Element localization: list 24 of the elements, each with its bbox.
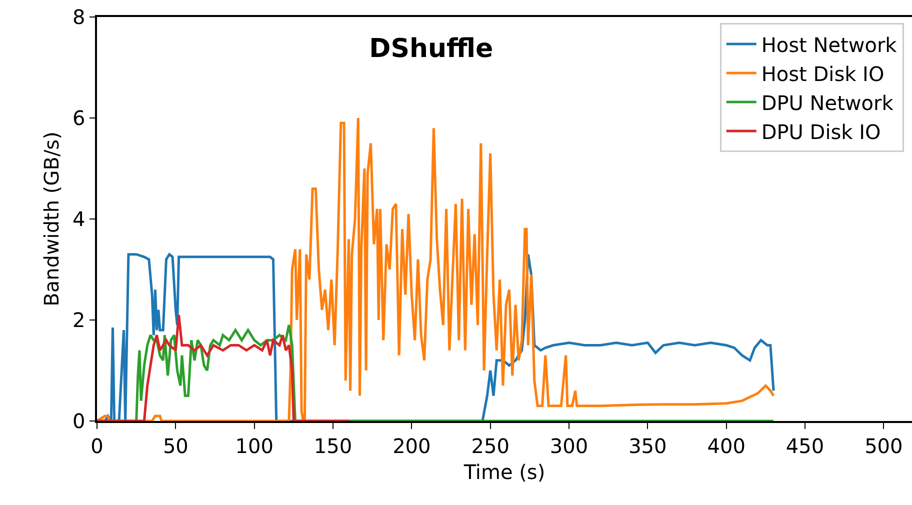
y-axis-title: Bandwidth (GB/s) bbox=[40, 132, 64, 306]
x-tick-label: 250 bbox=[471, 434, 510, 458]
x-tick-label: 500 bbox=[864, 434, 903, 458]
y-tick-label: 4 bbox=[72, 207, 86, 231]
x-tick-label: 150 bbox=[314, 434, 352, 458]
x-tick-label: 350 bbox=[628, 434, 667, 458]
legend-label: Host Network bbox=[761, 32, 898, 57]
legend-label: DPU Disk IO bbox=[761, 120, 881, 144]
text: DShuffle bbox=[369, 34, 494, 64]
x-tick-label: 450 bbox=[786, 434, 824, 458]
y-tick-label: 2 bbox=[72, 308, 86, 332]
x-tick-label: 50 bbox=[162, 434, 188, 458]
x-tick-label: 200 bbox=[392, 434, 431, 458]
y-tick-label: 6 bbox=[72, 106, 86, 130]
y-tick-label: 0 bbox=[72, 409, 86, 433]
x-axis-title: Time (s) bbox=[462, 460, 546, 484]
x-tick-label: 0 bbox=[90, 434, 104, 458]
line-series bbox=[97, 314, 350, 421]
legend-label: Host Disk IO bbox=[761, 62, 884, 86]
y-tick-label: 8 bbox=[72, 5, 86, 29]
x-tick-label: 300 bbox=[550, 434, 588, 458]
x-tick-label: 100 bbox=[235, 434, 274, 458]
legend-label: DPU Network bbox=[761, 90, 894, 115]
x-tick-label: 400 bbox=[707, 434, 746, 458]
